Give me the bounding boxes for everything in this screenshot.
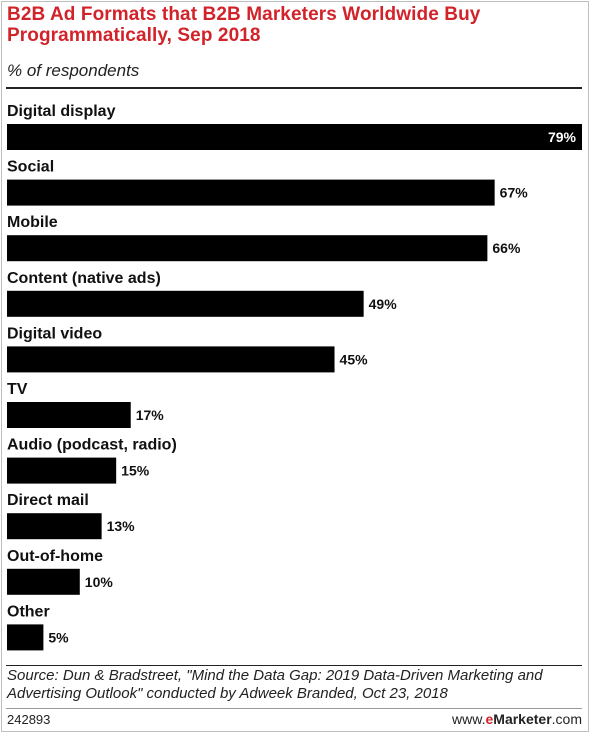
value-label-other: 5% (48, 629, 69, 645)
bar-chart: Digital display 79% Social 67% Mobile 66% Cont… (7, 103, 582, 651)
category-label-mobile: Mobile (7, 214, 58, 231)
bar-direct-mail (7, 513, 102, 540)
bar-mobile (7, 235, 488, 262)
category-label-other: Other (7, 603, 50, 620)
chart-subtitle: % of respondents (7, 61, 140, 80)
value-label-digital-display: 79% (548, 129, 577, 145)
footer-divider (6, 708, 582, 709)
value-label-out-of-home: 10% (85, 574, 114, 590)
category-label-social: Social (7, 159, 54, 176)
bar-other (7, 624, 44, 651)
category-label-tv: TV (7, 381, 28, 398)
bar-content-native-ads (7, 290, 364, 317)
bottom-divider (6, 665, 582, 666)
brand-name: Marketer (493, 711, 552, 727)
bar-tv (7, 402, 131, 428)
bar-audio-podcast-radio (7, 457, 117, 484)
chart-id: 242893 (7, 712, 51, 727)
category-label-digital-video: Digital video (7, 325, 102, 342)
brand-suffix: .com (551, 711, 582, 727)
bar-digital-video (7, 346, 335, 373)
category-label-content-native-ads: Content (native ads) (7, 270, 161, 287)
category-label-out-of-home: Out-of-home (7, 548, 103, 565)
brand-prefix: www. (452, 711, 486, 727)
category-label-direct-mail: Direct mail (7, 492, 89, 509)
bar-digital-display (7, 124, 582, 150)
value-label-social: 67% (500, 185, 529, 201)
value-label-mobile: 66% (492, 240, 521, 256)
bar-social (7, 179, 495, 206)
source-note: Source: Dun & Bradstreet, "Mind the Data… (7, 667, 543, 702)
emarketer-logo[interactable]: www.eMarketer.com (452, 711, 582, 727)
value-label-audio-podcast-radio: 15% (121, 463, 150, 479)
value-label-digital-video: 45% (340, 351, 369, 367)
value-label-content-native-ads: 49% (369, 296, 398, 312)
chart-title: B2B Ad Formats that B2B Marketers Worldw… (7, 4, 481, 46)
top-divider (6, 87, 582, 89)
value-label-direct-mail: 13% (107, 518, 136, 534)
category-label-digital-display: Digital display (7, 103, 116, 120)
category-label-audio-podcast-radio: Audio (podcast, radio) (7, 437, 177, 454)
brand-e: e (485, 711, 494, 727)
bar-out-of-home (7, 568, 80, 595)
value-label-tv: 17% (136, 407, 165, 423)
